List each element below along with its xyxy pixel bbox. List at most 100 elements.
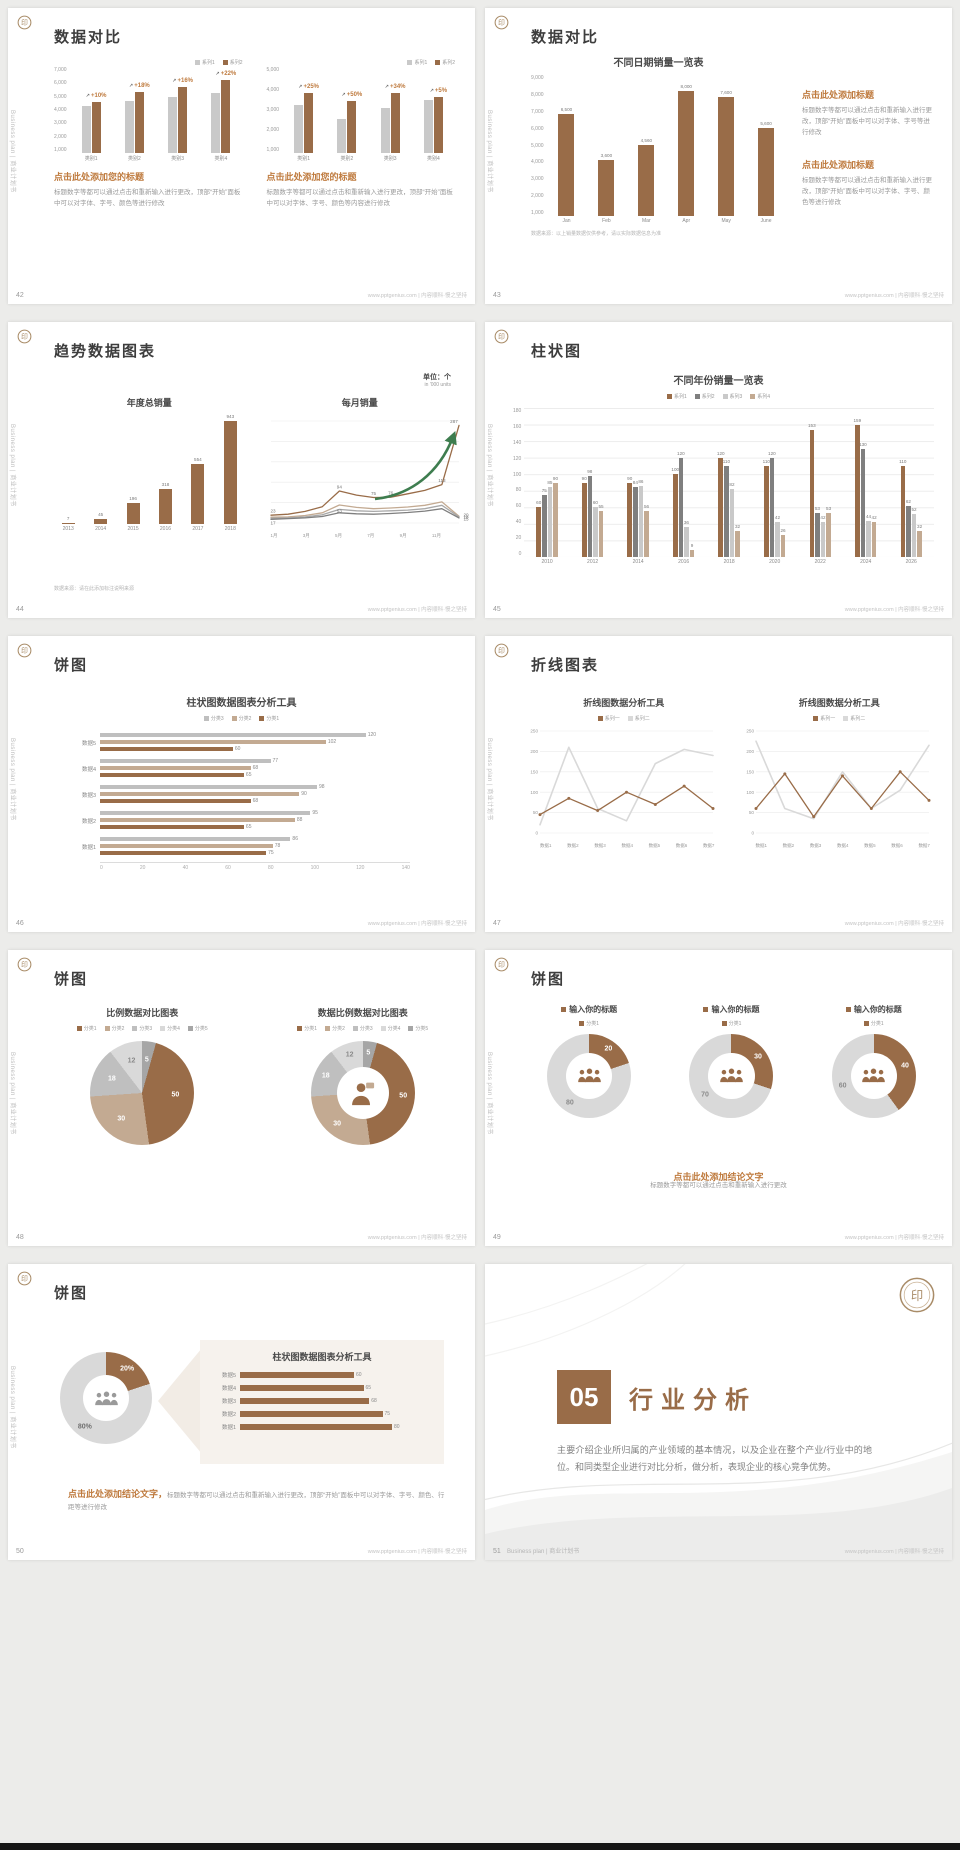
y-tick: 160 — [513, 423, 522, 430]
bar-value-label: 65 — [245, 772, 252, 778]
y-tick: 40 — [515, 519, 522, 526]
slice-label: 18 — [321, 1072, 330, 1080]
bar — [100, 759, 271, 763]
bar-value-label: 60 — [536, 500, 542, 506]
panel-title: 输入你的标题 — [853, 1005, 902, 1014]
pie-chart: 20 80 — [547, 1034, 632, 1118]
bars: 77 68 65 — [100, 758, 410, 779]
slide-50[interactable]: 印 Business plan | 商业计划书 饼图 20% 80% 柱状图数据图… — [8, 1264, 475, 1560]
svg-text:200: 200 — [530, 749, 538, 754]
legend-label: 分类3 — [210, 716, 224, 722]
bar-group: ↗+22% 类别4 — [199, 67, 242, 162]
slide-42[interactable]: 印 Business plan | 商业计划书 数据对比 系列1 系列2 7,00… — [8, 8, 475, 304]
headline: 点击此处添加标题 — [802, 160, 875, 171]
bar-value-label: 68 — [252, 765, 259, 771]
bar-value-label: 44 — [865, 513, 872, 519]
bar: 84 — [633, 480, 638, 557]
page-number: 45 — [493, 606, 501, 613]
y-tick: 1,000 — [531, 210, 544, 216]
bar: 5,600 — [758, 121, 775, 216]
pie-chart: 5 50 30 18 12 — [310, 1041, 415, 1145]
slice-label: 70 — [701, 1091, 709, 1099]
bar-group: 7 2013 — [52, 415, 84, 533]
line-chart-pane: 每月销量 23 17 94 53 75 76 113 287 20 18 15 1月 3月 5月 7月 9月 1… — [263, 396, 468, 539]
bars: 75 — [240, 1410, 430, 1418]
bar-slot: 42 — [775, 408, 780, 557]
slide-46[interactable]: 印 Business plan | 商业计划书 饼图 柱状图数据图表分析工具 分… — [8, 636, 475, 932]
pie-chart-area: 5 50 30 18 12 — [44, 1041, 241, 1145]
slice-label: 12 — [127, 1057, 136, 1065]
legend-swatch — [579, 1021, 585, 1026]
y-tick: 2,000 — [266, 127, 280, 133]
plot-area: ↗+25% 类别1 ↗+50% 类别2 ↗+34% 类别3 ↗+5% 类别4 — [282, 67, 455, 162]
y-tick: 1,000 — [266, 147, 280, 153]
conclusion-headline: 点击此处添加结论文字， — [68, 1489, 168, 1499]
bar — [100, 851, 267, 855]
bar-chart-area: 9,000 8,000 7,000 6,000 5,000 4,000 3,000 2,000… — [531, 75, 786, 225]
page-number: 47 — [493, 920, 501, 927]
category-label: 2018 — [723, 559, 735, 565]
chart-legend: 分类1 分类2 分类3 分类4 分类5 — [44, 1024, 241, 1033]
bar-slot: 120 — [717, 408, 725, 557]
y-tick: 9,000 — [531, 75, 544, 81]
legend-label: 分类1 — [266, 716, 280, 722]
category-label: 数据1 — [221, 1425, 236, 1431]
legend-item: 分类2 — [325, 1025, 345, 1032]
svg-text:75: 75 — [370, 491, 376, 496]
slice-label: 30 — [333, 1120, 342, 1128]
category-label: 数据4 — [221, 1386, 236, 1392]
bar-slot: 159 — [853, 408, 861, 557]
legend-swatch — [222, 60, 228, 65]
bar — [240, 1371, 354, 1378]
slide-48[interactable]: 印 Business plan | 商业计划书 饼图 比例数据对比图表 分类1 分… — [8, 950, 475, 1246]
bar-slot: 62 — [906, 408, 911, 557]
legend-item: 系列1 — [666, 393, 687, 400]
y-tick: 60 — [515, 503, 522, 510]
legend-label: 系列4 — [757, 394, 771, 400]
legend-label: 分类1 — [304, 1026, 318, 1032]
slide-43[interactable]: 印 Business plan | 商业计划书 数据对比 不同日期销量一览表 9… — [485, 8, 952, 304]
line-chart-area: 250 200 150 100 50 0 数据1 数据2 数据3 数据4 数据5 数据6 数据7 — [527, 725, 721, 849]
sidebar-vertical-text: Business plan | 商业计划书 — [9, 110, 15, 193]
bar-value-label: 36 — [683, 520, 689, 526]
legend-swatch — [194, 60, 200, 65]
footer-site-text: www.pptgenius.com | 内容顺科·慢之坚持 — [367, 293, 467, 299]
bar-value-label: 90 — [627, 475, 633, 481]
y-tick: 7,000 — [54, 67, 67, 73]
legend-swatch — [666, 394, 672, 399]
y-tick: 5,000 — [266, 67, 280, 73]
bar: ↗+50% — [342, 92, 362, 153]
legend-item: 分类3 — [352, 1025, 373, 1032]
bar-slot: 90 — [582, 408, 587, 557]
x-tick: 数据2 — [782, 843, 795, 848]
bar — [124, 101, 134, 153]
chart-legend: 系列1 系列2 — [267, 58, 455, 67]
slide-44[interactable]: 印 Business plan | 商业计划书 趋势数据图表 单位：个 in '… — [8, 322, 475, 618]
slide-49[interactable]: 印 Business plan | 商业计划书 饼图 输入你的标题 分类1 20… — [485, 950, 952, 1246]
bar — [423, 99, 433, 153]
bar-row: 60 — [100, 746, 410, 752]
legend-swatch — [297, 1026, 303, 1031]
donut-chart-pane: 数据比例数据对比图表 分类1 分类2 分类3 分类4 分类5 5 50 30 18 12 — [265, 1006, 462, 1145]
x-tick: 1月 — [270, 533, 278, 538]
page-number: 43 — [493, 292, 501, 299]
slide-45[interactable]: 印 Business plan | 商业计划书 柱状图 不同年份销量一览表 系列… — [485, 322, 952, 618]
bar-slot: 55 — [598, 408, 604, 557]
category-label: 2013 — [62, 526, 74, 532]
bar-value-label: 120 — [677, 450, 685, 456]
bar-value-label: 86 — [638, 478, 644, 484]
legend-item: 分类5 — [187, 1025, 208, 1032]
y-tick: 8,000 — [531, 91, 544, 98]
bar-slot: 26 — [781, 408, 786, 557]
increase-arrow-icon: ↗ — [172, 78, 177, 85]
page-number: 50 — [16, 1548, 24, 1555]
bar: 36 — [684, 520, 689, 557]
svg-text:23: 23 — [270, 509, 276, 514]
x-tick: 20 — [139, 865, 146, 871]
slide-51[interactable]: 印 05 行业分析 主要介绍企业所归属的产业领域的基本情况，以及企业在整个产业/… — [485, 1264, 952, 1560]
slide-47[interactable]: 印 Business plan | 商业计划书 折线图表 折线图数据分析工具 系… — [485, 636, 952, 932]
bar-group: 6,500 Jan — [547, 75, 587, 225]
legend-swatch — [325, 1026, 331, 1031]
bars: ↗+25% — [282, 67, 325, 153]
category-label: 类别4 — [427, 156, 440, 162]
